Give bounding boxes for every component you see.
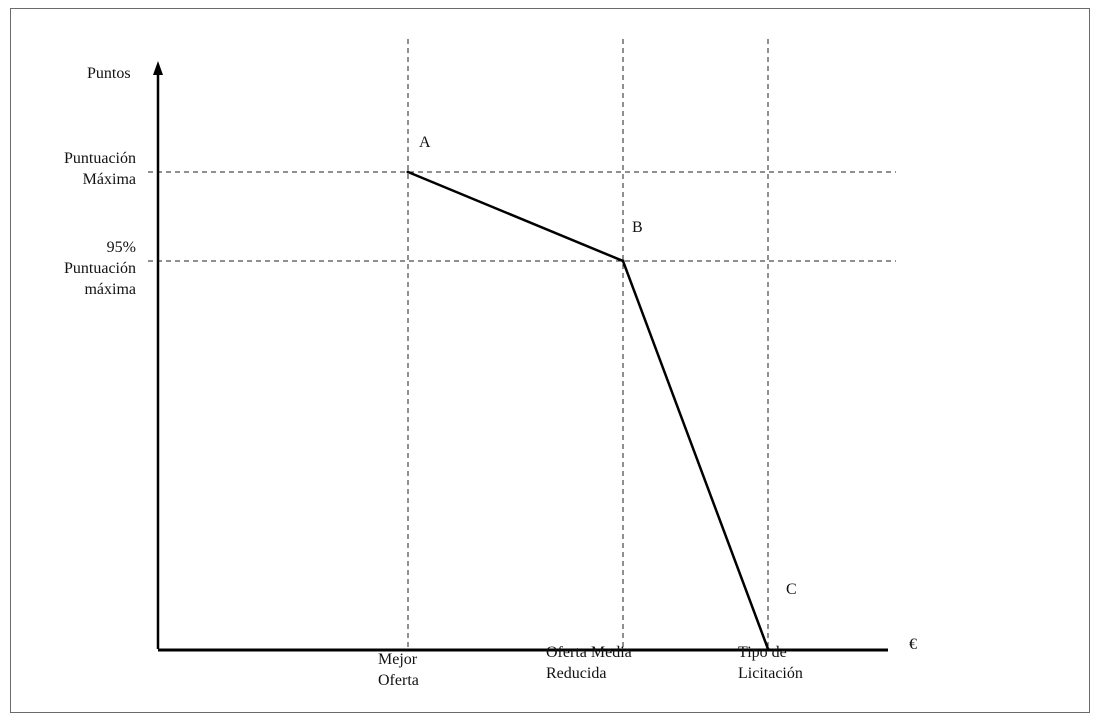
chart-canvas xyxy=(148,39,896,652)
point-label-a: A xyxy=(419,134,431,151)
data-point-b xyxy=(621,259,625,263)
data-point-c xyxy=(766,647,770,651)
data-point-a xyxy=(406,170,410,174)
x-tick-mejor-oferta: Mejor Oferta xyxy=(378,649,419,691)
x-tick-oferta-media-line1: Oferta Media xyxy=(546,644,632,661)
x-tick-mejor-oferta-line2: Oferta xyxy=(378,672,419,689)
y-tick-max: Puntuación Máxima xyxy=(64,148,136,190)
point-label-b: B xyxy=(632,219,643,236)
y-axis-arrow xyxy=(153,61,163,75)
y-tick-max-line2: Máxima xyxy=(82,171,136,188)
x-tick-tipo-licitacion-line1: Tipo de xyxy=(738,644,787,661)
y-tick-95-line0: 95% xyxy=(106,239,136,256)
y-tick-95-line2: máxima xyxy=(84,281,136,298)
y-tick-95: 95% Puntuación máxima xyxy=(64,237,136,300)
x-tick-tipo-licitacion: Tipo de Licitación xyxy=(738,642,803,684)
x-tick-mejor-oferta-line1: Mejor xyxy=(378,651,418,668)
y-axis-label: Puntos xyxy=(87,65,131,82)
y-tick-95-line1: Puntuación xyxy=(64,260,136,277)
score-line xyxy=(407,170,770,650)
point-label-c: C xyxy=(786,581,797,598)
y-tick-max-line1: Puntuación xyxy=(64,150,136,167)
x-axis-label: € xyxy=(909,636,917,653)
chart-frame: Puntos € Puntuación Máxima 95% Puntuació… xyxy=(10,8,1090,713)
x-tick-oferta-media: Oferta Media Reducida xyxy=(546,642,632,684)
x-tick-oferta-media-line2: Reducida xyxy=(546,665,607,682)
x-tick-tipo-licitacion-line2: Licitación xyxy=(738,665,803,682)
